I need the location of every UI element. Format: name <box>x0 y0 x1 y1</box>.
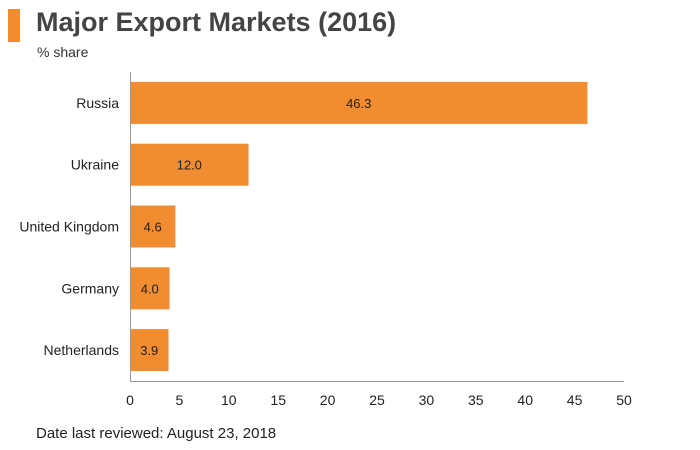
bar-value-label: 4.6 <box>144 220 162 235</box>
x-tick-label: 0 <box>126 392 134 408</box>
chart-subtitle: % share <box>37 44 89 60</box>
bar-value-label: 12.0 <box>177 158 202 173</box>
category-label: Russia <box>76 95 119 111</box>
x-tick-label: 40 <box>517 392 533 408</box>
category-label: Germany <box>61 280 119 296</box>
x-tick-label: 15 <box>270 392 286 408</box>
bar <box>130 143 249 186</box>
bar-value-label: 4.0 <box>141 281 159 296</box>
bar <box>130 267 170 310</box>
category-label: Ukraine <box>71 157 119 173</box>
x-tick-label: 45 <box>567 392 583 408</box>
x-tick-label: 25 <box>369 392 385 408</box>
date-reviewed-note: Date last reviewed: August 23, 2018 <box>36 425 277 442</box>
x-tick-label: 35 <box>468 392 484 408</box>
category-label: United Kingdom <box>19 219 119 235</box>
category-label: Netherlands <box>44 342 120 358</box>
bar <box>130 205 176 248</box>
bar <box>130 329 169 372</box>
bar-value-label: 46.3 <box>346 96 371 111</box>
x-tick-label: 50 <box>616 392 632 408</box>
x-tick-label: 10 <box>221 392 237 408</box>
title-accent-bar <box>8 9 20 42</box>
bar-value-label: 3.9 <box>140 343 158 358</box>
x-tick-label: 20 <box>320 392 336 408</box>
x-tick-label: 30 <box>419 392 435 408</box>
bar <box>130 81 588 124</box>
x-tick-label: 5 <box>176 392 184 408</box>
chart-title: Major Export Markets (2016) <box>36 7 397 37</box>
